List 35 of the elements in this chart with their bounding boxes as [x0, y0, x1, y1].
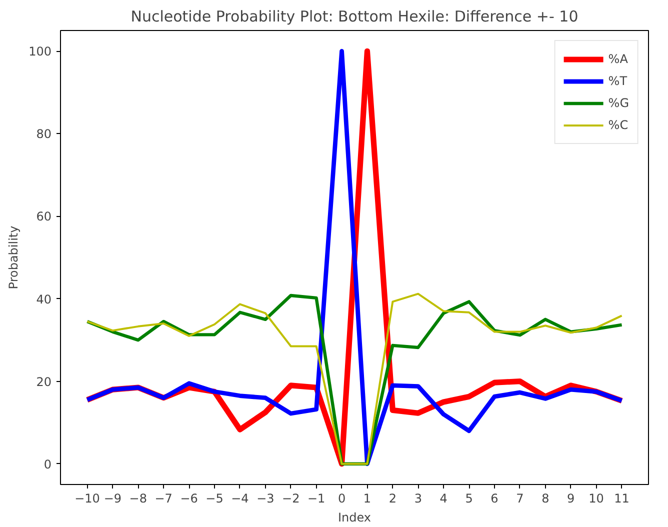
y-axis-title: Probability	[6, 226, 21, 290]
y-tick-label: 20	[36, 374, 52, 389]
x-tick-label: −3	[256, 492, 274, 506]
legend-label: %C	[608, 118, 628, 132]
y-tick-label: 0	[44, 457, 52, 472]
legend-label: %T	[608, 74, 628, 88]
x-tick-label: 6	[490, 492, 498, 506]
x-tick-label: −8	[129, 492, 147, 506]
x-tick-label: 9	[567, 492, 575, 506]
x-tick-label: 2	[388, 492, 397, 506]
x-tick-label: 10	[588, 492, 604, 506]
x-tick-label: −2	[282, 492, 300, 506]
x-tick-label: 8	[542, 492, 550, 506]
y-tick-label: 100	[28, 44, 52, 59]
x-tick-label: −7	[154, 492, 172, 506]
y-tick-label: 40	[36, 292, 52, 306]
x-tick-label: 7	[516, 492, 524, 506]
y-tick-label: 60	[36, 210, 52, 224]
x-axis-title: Index	[338, 510, 372, 524]
y-tick-label: 80	[36, 127, 52, 142]
x-tick-label: 0	[338, 492, 346, 506]
x-tick-label: −10	[74, 492, 100, 506]
x-tick-label: −9	[104, 492, 122, 506]
x-tick-label: 5	[465, 492, 473, 506]
legend-label: %G	[608, 96, 629, 110]
x-tick-label: 1	[363, 492, 372, 506]
x-tick-label: 11	[614, 492, 630, 506]
x-tick-label: 4	[440, 492, 448, 506]
chart-title: Nucleotide Probability Plot: Bottom Hexile: Difference +- 10	[130, 8, 578, 26]
x-tick-label: 3	[414, 492, 422, 506]
x-tick-label: −6	[180, 492, 198, 506]
x-tick-label: −5	[206, 492, 224, 506]
x-tick-label: −1	[307, 492, 326, 506]
legend-label: %A	[608, 52, 628, 66]
x-tick-label: −4	[231, 492, 249, 506]
